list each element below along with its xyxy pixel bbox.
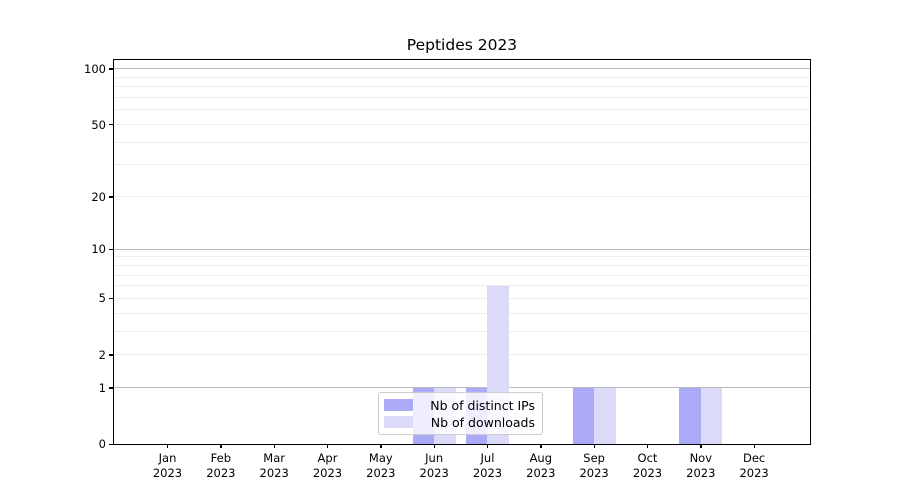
x-tick-label-aug: Aug 2023 <box>526 451 556 480</box>
y-tick-mark-5 <box>109 297 113 300</box>
x-tick-label-jul: Jul 2023 <box>472 451 503 480</box>
x-tick-mark-dec <box>753 444 756 448</box>
y-tick-label-10: 10 <box>91 242 106 257</box>
gridline-y-30 <box>114 164 810 166</box>
y-tick-label-20: 20 <box>91 189 106 204</box>
chart-title: Peptides 2023 <box>406 36 518 54</box>
gridline-y-70 <box>114 97 810 99</box>
gridline-y-7 <box>114 274 810 276</box>
bar-distinct-ips-nov <box>679 387 701 444</box>
x-tick-label-nov: Nov 2023 <box>686 451 716 480</box>
x-tick-mark-jun <box>433 444 436 448</box>
gridline-y-4 <box>114 312 810 314</box>
legend-item-downloads: Nb of downloads <box>384 414 535 430</box>
y-tick-mark-2 <box>109 354 113 356</box>
legend-label-distinct-ips: Nb of distinct IPs <box>430 397 535 413</box>
y-tick-mark-50 <box>109 124 113 126</box>
x-tick-mark-mar <box>273 444 276 448</box>
gridline-y-8 <box>114 264 810 266</box>
legend-label-downloads: Nb of downloads <box>430 414 535 430</box>
gridline-y-90 <box>114 76 810 78</box>
y-tick-label-50: 50 <box>91 117 106 132</box>
bar-downloads-sep <box>594 387 616 444</box>
x-tick-label-jun: Jun 2023 <box>419 451 449 480</box>
x-tick-label-may: May 2023 <box>366 451 396 480</box>
gridline-y-20 <box>114 196 810 198</box>
gridline-y-80 <box>114 86 810 88</box>
x-tick-label-apr: Apr 2023 <box>312 451 343 480</box>
gridline-y-50 <box>114 124 810 125</box>
x-tick-mark-may <box>380 444 382 448</box>
gridline-y-100 <box>114 68 810 70</box>
gridline-y-10 <box>114 248 810 250</box>
x-tick-label-mar: Mar 2023 <box>259 451 289 480</box>
legend-item-distinct-ips: Nb of distinct IPs <box>384 397 535 413</box>
x-tick-label-feb: Feb 2023 <box>206 451 236 480</box>
x-tick-mark-apr <box>326 444 329 448</box>
x-tick-label-sep: Sep 2023 <box>579 451 609 480</box>
x-tick-mark-aug <box>540 444 542 448</box>
x-tick-mark-oct <box>646 444 649 448</box>
gridline-y-5 <box>114 297 810 299</box>
x-tick-label-jan: Jan 2023 <box>152 451 183 480</box>
y-tick-mark-0 <box>109 443 113 445</box>
y-tick-label-5: 5 <box>98 291 106 306</box>
y-tick-mark-20 <box>109 196 113 198</box>
y-tick-label-1: 1 <box>98 380 106 395</box>
plot-area: 100 50 20 10 5 2 1 0 Jan 2023 Feb 2023 Mar 2023 Ap… <box>84 59 811 480</box>
x-tick-label-dec: Dec 2023 <box>739 451 769 480</box>
y-tick-mark-10 <box>109 248 113 251</box>
y-tick-mark-1 <box>109 387 113 389</box>
gridline-y-40 <box>114 141 810 143</box>
y-tick-label-0: 0 <box>98 437 106 451</box>
gridline-y-60 <box>114 109 810 111</box>
y-tick-mark-100 <box>109 68 113 70</box>
x-tick-mark-jul <box>486 444 489 448</box>
gridline-y-1 <box>114 387 810 389</box>
legend: Nb of distinct IPs Nb of downloads <box>378 392 543 435</box>
y-tick-label-2: 2 <box>98 347 106 362</box>
gridline-y-2 <box>114 354 810 356</box>
bar-distinct-ips-sep <box>572 387 595 444</box>
y-tick-label-100: 100 <box>84 61 106 76</box>
bar-downloads-nov <box>700 387 723 444</box>
legend-swatch-distinct-ips-icon <box>384 399 413 411</box>
gridline-y-3 <box>114 330 810 332</box>
x-tick-mark-feb <box>220 444 222 448</box>
x-tick-mark-jan <box>167 444 169 448</box>
gridline-y-6 <box>114 285 810 287</box>
legend-swatch-downloads-icon <box>384 416 413 428</box>
x-tick-mark-sep <box>593 444 596 448</box>
x-tick-label-oct: Oct 2023 <box>632 451 663 480</box>
gridline-y-9 <box>114 256 810 258</box>
x-tick-mark-nov <box>700 444 702 448</box>
